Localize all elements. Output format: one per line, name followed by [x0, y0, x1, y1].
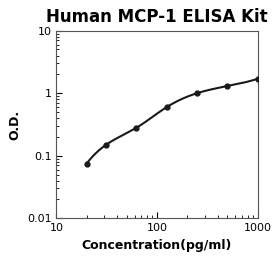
X-axis label: Concentration(pg/ml): Concentration(pg/ml)	[82, 239, 232, 252]
Title: Human MCP-1 ELISA Kit: Human MCP-1 ELISA Kit	[46, 8, 268, 26]
Y-axis label: O.D.: O.D.	[8, 109, 21, 140]
